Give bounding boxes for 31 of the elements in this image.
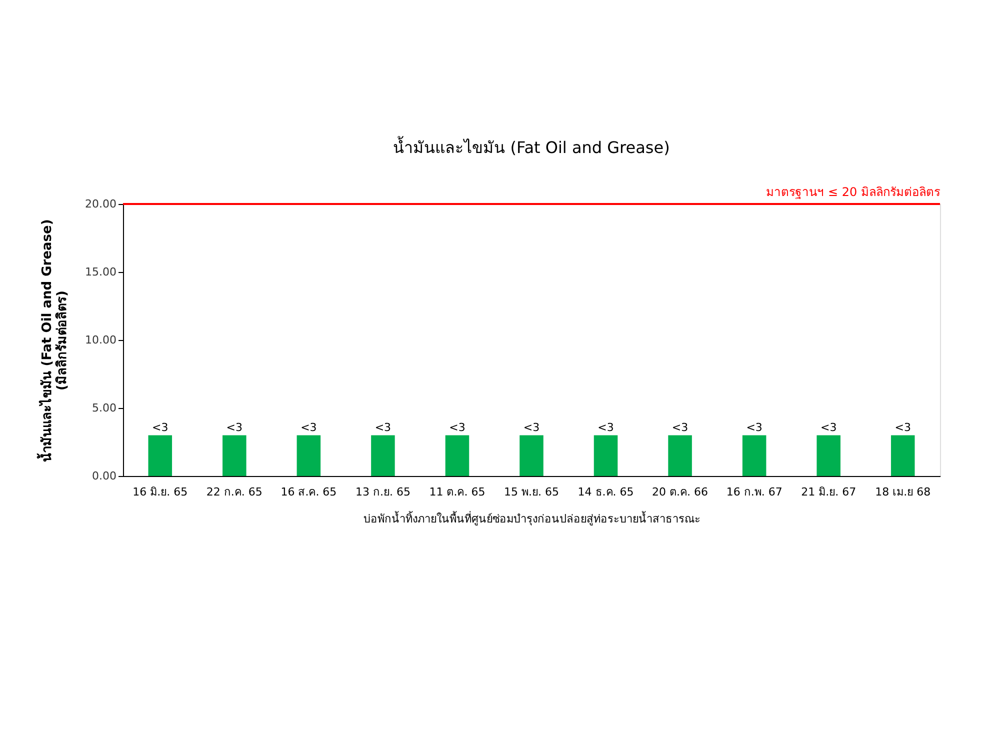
- x-tick-label: 14 ธ.ค. 65: [578, 486, 634, 498]
- y-tick-label: 15.00: [85, 266, 116, 278]
- x-tick-label: 11 ต.ค. 65: [429, 486, 486, 498]
- x-tick-label: 18 เม.ย 68: [875, 486, 931, 498]
- y-tick-label: 20.00: [85, 198, 116, 210]
- x-tick-label: 16 มิ.ย. 65: [132, 486, 188, 498]
- data-label: <3: [300, 421, 317, 434]
- data-label: <3: [449, 421, 466, 434]
- x-tick-label: 20 ต.ค. 66: [652, 486, 708, 498]
- y-tick-label: 0.00: [92, 470, 116, 482]
- y-tick-label: 5.00: [92, 402, 116, 414]
- data-label: <3: [598, 421, 614, 434]
- x-tick-label: 16 ก.พ. 67: [726, 486, 782, 498]
- x-tick-label: 22 ก.ค. 65: [206, 486, 262, 498]
- data-label: <3: [672, 421, 688, 434]
- data-label: <3: [523, 421, 540, 434]
- ref-line-label: มาตรฐานฯ ≤ 20 มิลลิกรัมต่อลิตร: [766, 185, 941, 199]
- x-tick-label: 13 ก.ย. 65: [355, 486, 410, 498]
- x-axis-title: บ่อพักน้ำทิ้งภายในพื้นที่ศูนย์ซ่อมบำรุงก่อนปล่อยสู่ท่อระบายน้ำสาธารณะ: [364, 510, 700, 526]
- data-label: <3: [374, 421, 392, 434]
- x-tick-label: 16 ส.ค. 65: [280, 486, 337, 498]
- x-tick-label: 21 มิ.ย. 67: [801, 486, 856, 498]
- x-tick-label: 15 พ.ย. 65: [504, 486, 559, 498]
- data-label: <3: [746, 421, 762, 434]
- y-axis-title: น้ำมันและไขมัน (Fat Oil and Grease) (มิลลิกรัมต่อลิตร): [36, 219, 70, 462]
- data-label: <3: [894, 421, 911, 434]
- y-tick-label: 10.00: [85, 334, 116, 346]
- chart-title: น้ำมันและไขมัน (Fat Oil and Grease): [393, 136, 670, 157]
- data-label: <3: [152, 421, 168, 434]
- data-label: <3: [226, 421, 243, 434]
- data-label: <3: [820, 421, 837, 434]
